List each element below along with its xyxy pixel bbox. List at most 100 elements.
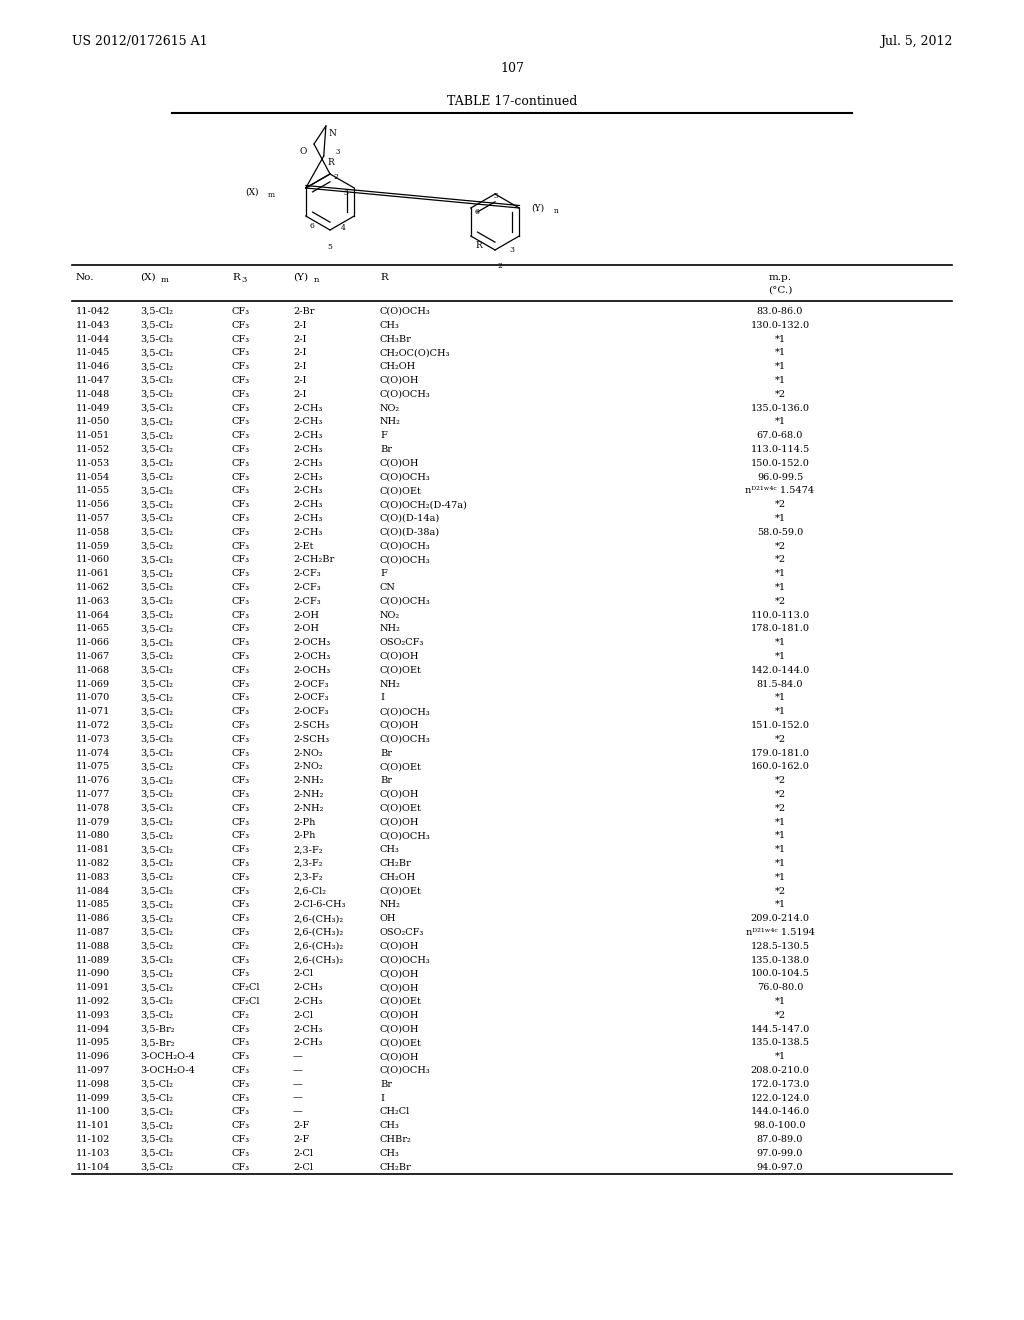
Text: 2,3-F₂: 2,3-F₂ (293, 859, 323, 869)
Text: C(O)OCH₃: C(O)OCH₃ (380, 541, 431, 550)
Text: *1: *1 (774, 1052, 785, 1061)
Text: 3,5-Cl₂: 3,5-Cl₂ (140, 1121, 173, 1130)
Text: 11-059: 11-059 (76, 541, 111, 550)
Text: 3,5-Cl₂: 3,5-Cl₂ (140, 500, 173, 510)
Text: *1: *1 (774, 583, 785, 591)
Text: 3,5-Cl₂: 3,5-Cl₂ (140, 652, 173, 661)
Text: CH₃: CH₃ (380, 1121, 400, 1130)
Text: 2-I: 2-I (293, 334, 306, 343)
Text: 11-050: 11-050 (76, 417, 111, 426)
Text: m: m (268, 191, 275, 199)
Text: m: m (161, 276, 169, 284)
Text: *1: *1 (774, 362, 785, 371)
Text: *2: *2 (774, 500, 785, 510)
Text: 128.5-130.5: 128.5-130.5 (751, 941, 810, 950)
Text: NH₂: NH₂ (380, 417, 400, 426)
Text: TABLE 17-continued: TABLE 17-continued (446, 95, 578, 108)
Text: 2: 2 (497, 261, 502, 271)
Text: 3,5-Cl₂: 3,5-Cl₂ (140, 1163, 173, 1172)
Text: 11-042: 11-042 (76, 308, 111, 315)
Text: 2,6-(CH₃)₂: 2,6-(CH₃)₂ (293, 941, 343, 950)
Text: C(O)(D-14a): C(O)(D-14a) (380, 513, 440, 523)
Text: 11-104: 11-104 (76, 1163, 111, 1172)
Text: 2-CH₃: 2-CH₃ (293, 445, 323, 454)
Text: 3: 3 (343, 189, 348, 197)
Text: 3,5-Cl₂: 3,5-Cl₂ (140, 832, 173, 841)
Text: No.: No. (76, 273, 94, 282)
Text: 2-Br: 2-Br (293, 308, 314, 315)
Text: CF₂: CF₂ (232, 1011, 250, 1020)
Text: 3,5-Cl₂: 3,5-Cl₂ (140, 556, 173, 565)
Text: 11-095: 11-095 (76, 1039, 111, 1047)
Text: 2-NH₂: 2-NH₂ (293, 804, 324, 813)
Text: NH₂: NH₂ (380, 900, 400, 909)
Text: 11-083: 11-083 (76, 873, 111, 882)
Text: CN: CN (380, 583, 396, 591)
Text: 2-I: 2-I (293, 376, 306, 385)
Text: 11-077: 11-077 (76, 789, 111, 799)
Text: 2,6-Cl₂: 2,6-Cl₂ (293, 887, 326, 895)
Text: 2-Cl: 2-Cl (293, 1011, 313, 1020)
Text: n: n (314, 276, 319, 284)
Text: 11-098: 11-098 (76, 1080, 111, 1089)
Text: 11-101: 11-101 (76, 1121, 111, 1130)
Text: 11-088: 11-088 (76, 941, 111, 950)
Text: 87.0-89.0: 87.0-89.0 (757, 1135, 803, 1144)
Text: 3,5-Cl₂: 3,5-Cl₂ (140, 1011, 173, 1020)
Text: I: I (380, 1093, 384, 1102)
Text: 11-099: 11-099 (76, 1093, 111, 1102)
Text: 3,5-Cl₂: 3,5-Cl₂ (140, 486, 173, 495)
Text: 107: 107 (500, 62, 524, 75)
Text: 3,5-Cl₂: 3,5-Cl₂ (140, 624, 173, 634)
Text: 3,5-Cl₂: 3,5-Cl₂ (140, 900, 173, 909)
Text: C(O)OH: C(O)OH (380, 459, 420, 467)
Text: —: — (293, 1093, 303, 1102)
Text: 178.0-181.0: 178.0-181.0 (751, 624, 810, 634)
Text: *1: *1 (774, 348, 785, 358)
Text: 11-064: 11-064 (76, 611, 111, 619)
Text: 11-046: 11-046 (76, 362, 111, 371)
Text: *2: *2 (774, 735, 785, 743)
Text: NO₂: NO₂ (380, 611, 400, 619)
Text: *1: *1 (774, 845, 785, 854)
Text: 2,6-(CH₃)₂: 2,6-(CH₃)₂ (293, 928, 343, 937)
Text: 2-CH₃: 2-CH₃ (293, 486, 323, 495)
Text: 98.0-100.0: 98.0-100.0 (754, 1121, 806, 1130)
Text: 3,5-Cl₂: 3,5-Cl₂ (140, 928, 173, 937)
Text: 2-CH₃: 2-CH₃ (293, 983, 323, 993)
Text: CF₃: CF₃ (232, 583, 250, 591)
Text: 3,5-Cl₂: 3,5-Cl₂ (140, 693, 173, 702)
Text: 2-CH₃: 2-CH₃ (293, 500, 323, 510)
Text: Br: Br (380, 1080, 392, 1089)
Text: 3,5-Cl₂: 3,5-Cl₂ (140, 611, 173, 619)
Text: 2-Ph: 2-Ph (293, 817, 315, 826)
Text: CF₃: CF₃ (232, 680, 250, 689)
Text: 179.0-181.0: 179.0-181.0 (751, 748, 810, 758)
Text: 3,5-Cl₂: 3,5-Cl₂ (140, 1148, 173, 1158)
Text: CH₂Br: CH₂Br (380, 1163, 412, 1172)
Text: 2-CH₃: 2-CH₃ (293, 432, 323, 440)
Text: C(O)OH: C(O)OH (380, 376, 420, 385)
Text: C(O)OCH₂(D-47a): C(O)OCH₂(D-47a) (380, 500, 468, 510)
Text: (X): (X) (245, 187, 258, 197)
Text: CF₃: CF₃ (232, 389, 250, 399)
Text: —: — (293, 1067, 303, 1074)
Text: 96.0-99.5: 96.0-99.5 (757, 473, 803, 482)
Text: NH₂: NH₂ (380, 680, 400, 689)
Text: 11-093: 11-093 (76, 1011, 111, 1020)
Text: CF₃: CF₃ (232, 486, 250, 495)
Text: 3,5-Cl₂: 3,5-Cl₂ (140, 941, 173, 950)
Text: CF₃: CF₃ (232, 665, 250, 675)
Text: CF₃: CF₃ (232, 321, 250, 330)
Text: CF₃: CF₃ (232, 362, 250, 371)
Text: CF₃: CF₃ (232, 776, 250, 785)
Text: *2: *2 (774, 887, 785, 895)
Text: CF₃: CF₃ (232, 624, 250, 634)
Text: 150.0-152.0: 150.0-152.0 (751, 459, 809, 467)
Text: CF₃: CF₃ (232, 1080, 250, 1089)
Text: 2-Cl-6-CH₃: 2-Cl-6-CH₃ (293, 900, 345, 909)
Text: CF₃: CF₃ (232, 817, 250, 826)
Text: (Y): (Y) (293, 273, 308, 282)
Text: 11-075: 11-075 (76, 763, 111, 771)
Text: 3,5-Cl₂: 3,5-Cl₂ (140, 887, 173, 895)
